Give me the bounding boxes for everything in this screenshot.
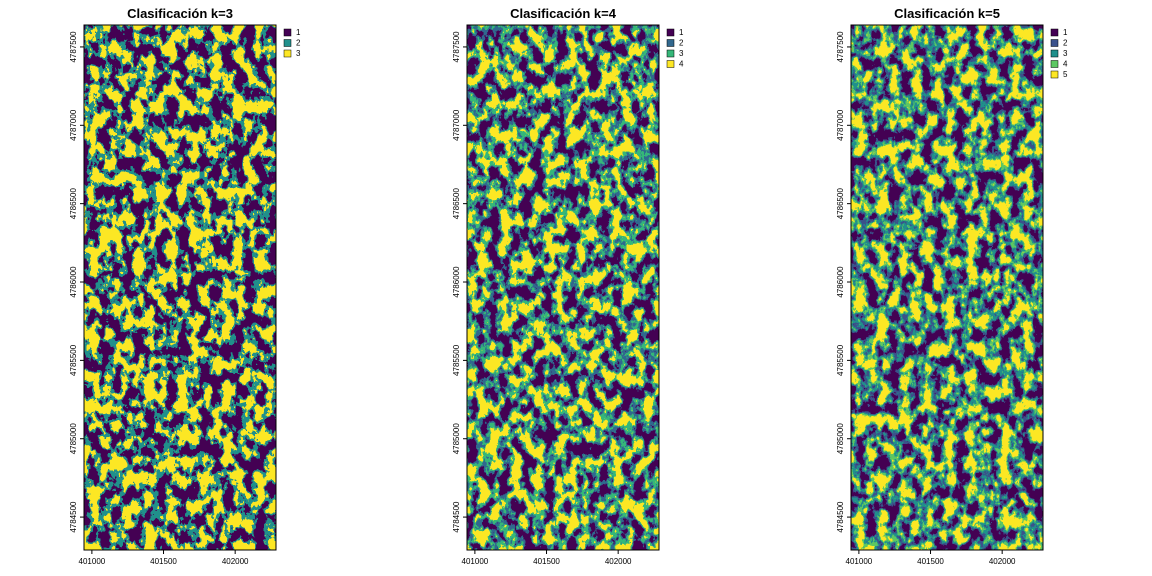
plot-frame [466,24,660,551]
legend-label: 2 [679,39,684,48]
legend-label: 1 [679,28,684,37]
x-tick-label: 401500 [917,557,944,566]
x-tick-label: 402000 [222,557,249,566]
y-tick-label: 4785500 [836,344,845,376]
y-tick-label: 4786000 [836,266,845,298]
y-tick-label: 4785000 [836,423,845,455]
legend-label: 1 [1063,28,1068,37]
legend-swatch [1050,28,1059,37]
legend-swatch [666,39,675,47]
y-tick-label: 4787500 [452,31,461,63]
x-tick-label: 401000 [846,557,873,566]
y-tick-label: 4786500 [836,188,845,220]
y-tick-label: 4787000 [836,109,845,141]
legend-swatch [1050,49,1059,58]
legend-swatch [283,39,292,47]
legend-swatch [1050,60,1059,68]
legend-label: 3 [296,49,301,58]
x-tick-label: 401000 [79,557,106,566]
y-tick-label: 4785000 [69,423,78,455]
legend-swatch [283,28,292,37]
y-tick-label: 4785500 [69,344,78,376]
y-tick-label: 4787500 [836,31,845,63]
y-tick-label: 4787000 [69,109,78,141]
y-tick-label: 4786000 [452,266,461,298]
legend-swatch [666,28,675,37]
legend-swatch [1050,70,1059,79]
y-tick-label: 4784500 [69,501,78,533]
legend-swatch [283,49,292,58]
legend-swatch [666,49,675,58]
y-tick-label: 4786500 [69,188,78,220]
y-tick-label: 4787000 [452,109,461,141]
legend-label: 2 [296,39,301,48]
legend-swatch [1050,39,1059,47]
legend-label: 2 [1063,39,1068,48]
legend-swatch [666,60,675,68]
y-tick-label: 4784500 [452,501,461,533]
y-tick-label: 4787500 [69,31,78,63]
x-tick-label: 401000 [462,557,489,566]
y-tick-label: 4786500 [452,188,461,220]
x-tick-label: 401500 [150,557,177,566]
y-tick-label: 4785500 [452,344,461,376]
raster [851,25,1043,550]
legend-label: 1 [296,28,301,37]
x-tick-label: 402000 [605,557,632,566]
map-title: Clasificación k=5 [894,6,1000,21]
raster [84,25,276,550]
legend-label: 4 [679,60,684,69]
map-title: Clasificación k=4 [510,6,617,21]
x-tick-label: 401500 [533,557,560,566]
legend-label: 4 [1063,60,1068,69]
y-tick-label: 4786000 [69,266,78,298]
y-tick-label: 4785000 [452,423,461,455]
legend-label: 5 [1063,70,1068,79]
plot-frame [850,24,1044,551]
raster [467,25,659,550]
map-title: Clasificación k=3 [127,6,233,21]
legend-label: 3 [1063,49,1068,58]
x-tick-label: 402000 [989,557,1016,566]
y-tick-label: 4784500 [836,501,845,533]
plot-frame [83,24,277,551]
legend-label: 3 [679,49,684,58]
